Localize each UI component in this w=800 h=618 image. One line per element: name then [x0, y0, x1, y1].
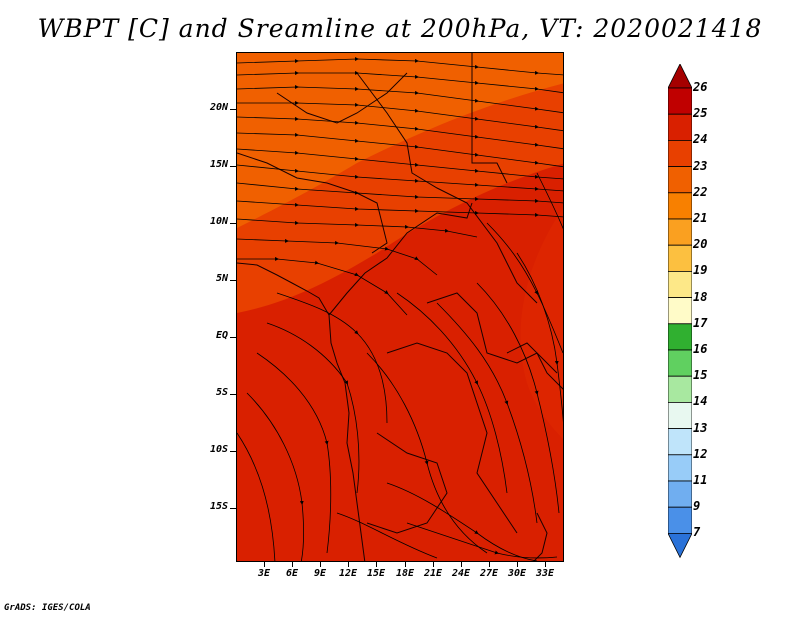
lon-label-33e: 33E — [535, 568, 555, 579]
lon-label-3e: 3E — [257, 568, 271, 579]
colorbar-label: 9 — [693, 499, 701, 514]
colorbar-label: 12 — [693, 446, 708, 461]
colorbar-label: 24 — [693, 132, 708, 147]
colorbar-label: 23 — [693, 158, 708, 173]
lon-label-27e: 27E — [479, 568, 499, 579]
lon-label-21e: 21E — [423, 568, 443, 579]
colorbar-label: 15 — [693, 368, 708, 383]
lat-label-10s: 10S — [209, 444, 228, 455]
colorbar-segment — [668, 428, 692, 456]
colorbar-label: 14 — [693, 394, 708, 409]
colorbar-label: 17 — [693, 315, 708, 330]
colorbar-label: 21 — [693, 211, 708, 225]
colorbar-label: 18 — [693, 289, 708, 304]
map-panel — [236, 52, 564, 562]
lon-label-6e: 6E — [285, 568, 299, 579]
lat-label-eq: EQ — [215, 330, 228, 341]
colorbar-segment — [668, 323, 692, 351]
lon-label-12e: 12E — [338, 568, 358, 579]
lon-label-15e: 15E — [366, 568, 386, 579]
colorbar-segment — [668, 218, 692, 246]
colorbar-bottom-arrow — [668, 533, 692, 559]
lat-label-10n: 10N — [209, 216, 228, 227]
lat-label-5s: 5S — [215, 387, 228, 398]
colorbar-label: 16 — [693, 342, 708, 356]
lon-label-9e: 9E — [313, 568, 327, 579]
colorbar-segment — [668, 349, 692, 377]
colorbar-label: 25 — [693, 106, 708, 121]
colorbar-segment — [668, 87, 692, 115]
colorbar-segment — [668, 113, 692, 141]
colorbar-segment — [668, 270, 692, 298]
colorbar-label: 7 — [693, 525, 701, 540]
lat-label-5n: 5N — [215, 273, 228, 284]
footer-credit: GrADS: IGES/COLA — [4, 603, 91, 613]
lon-label-18e: 18E — [395, 568, 415, 579]
colorbar-segment — [668, 166, 692, 194]
colorbar-segment — [668, 244, 692, 272]
lat-label-20n: 20N — [209, 102, 228, 113]
colorbar-segment — [668, 506, 692, 534]
streamlines — [237, 57, 563, 561]
lon-label-24e: 24E — [451, 568, 471, 579]
lat-label-15s: 15S — [209, 501, 228, 512]
colorbar-segment — [668, 297, 692, 325]
colorbar-segment — [668, 375, 692, 403]
colorbar-segment — [668, 192, 692, 220]
colorbar — [668, 64, 692, 559]
colorbar-label: 26 — [693, 80, 708, 94]
colorbar-segment — [668, 454, 692, 482]
wbpt-field — [237, 53, 563, 561]
lon-label-30e: 30E — [507, 568, 527, 579]
colorbar-segment — [668, 401, 692, 429]
map-title: WBPT [C] and Sreamline at 200hPa, VT: 20… — [37, 14, 763, 43]
colorbar-label: 19 — [693, 263, 708, 278]
colorbar-label: 22 — [693, 184, 708, 199]
colorbar-segment — [668, 480, 692, 508]
colorbar-label: 11 — [693, 473, 708, 487]
lat-label-15n: 15N — [209, 159, 228, 170]
colorbar-segment — [668, 140, 692, 168]
colorbar-label: 20 — [693, 237, 708, 252]
colorbar-label: 13 — [693, 420, 708, 435]
colorbar-top-arrow — [668, 64, 692, 89]
